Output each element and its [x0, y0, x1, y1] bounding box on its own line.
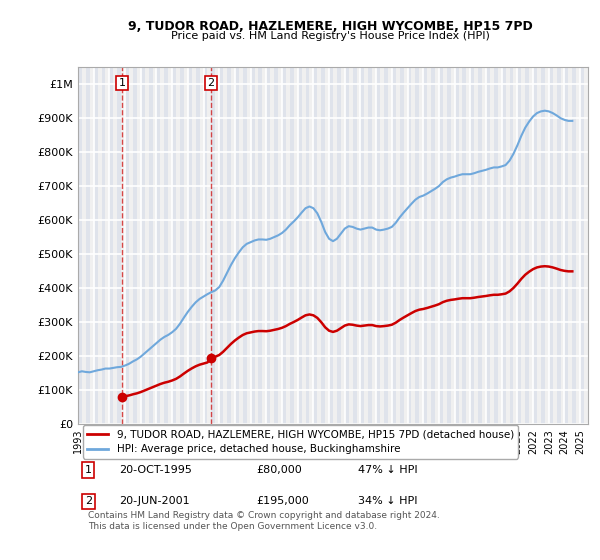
- Bar: [486, 67, 490, 424]
- Bar: [470, 67, 474, 424]
- Bar: [117, 67, 121, 424]
- Bar: [384, 67, 388, 424]
- Bar: [407, 67, 412, 424]
- Text: Contains HM Land Registry data © Crown copyright and database right 2024.
This d: Contains HM Land Registry data © Crown c…: [88, 511, 440, 531]
- Bar: [290, 67, 294, 424]
- Bar: [502, 67, 506, 424]
- Bar: [337, 67, 341, 424]
- Bar: [133, 67, 137, 424]
- Bar: [533, 67, 537, 424]
- Bar: [541, 67, 545, 424]
- Bar: [109, 67, 113, 424]
- Bar: [298, 67, 302, 424]
- Bar: [305, 67, 310, 424]
- Bar: [565, 67, 568, 424]
- Bar: [321, 67, 325, 424]
- Text: 2: 2: [85, 496, 92, 506]
- Bar: [431, 67, 435, 424]
- Bar: [251, 67, 254, 424]
- Bar: [141, 67, 145, 424]
- Bar: [423, 67, 427, 424]
- Bar: [400, 67, 404, 424]
- Text: 2: 2: [208, 78, 214, 88]
- Bar: [376, 67, 380, 424]
- Bar: [353, 67, 356, 424]
- Bar: [172, 67, 176, 424]
- Bar: [439, 67, 443, 424]
- Text: £80,000: £80,000: [257, 465, 302, 475]
- Text: Price paid vs. HM Land Registry's House Price Index (HPI): Price paid vs. HM Land Registry's House …: [170, 31, 490, 41]
- Bar: [447, 67, 451, 424]
- Text: 9, TUDOR ROAD, HAZLEMERE, HIGH WYCOMBE, HP15 7PD: 9, TUDOR ROAD, HAZLEMERE, HIGH WYCOMBE, …: [128, 20, 532, 32]
- Bar: [572, 67, 576, 424]
- Bar: [196, 67, 200, 424]
- Bar: [235, 67, 239, 424]
- Text: 20-JUN-2001: 20-JUN-2001: [119, 496, 190, 506]
- Bar: [157, 67, 160, 424]
- Bar: [329, 67, 333, 424]
- Bar: [211, 67, 215, 424]
- Text: 1: 1: [118, 78, 125, 88]
- Bar: [517, 67, 521, 424]
- Text: £195,000: £195,000: [257, 496, 309, 506]
- Bar: [392, 67, 396, 424]
- Bar: [94, 67, 98, 424]
- Bar: [219, 67, 223, 424]
- Bar: [188, 67, 192, 424]
- Bar: [415, 67, 419, 424]
- Bar: [549, 67, 553, 424]
- Bar: [125, 67, 129, 424]
- Text: 1: 1: [85, 465, 92, 475]
- Bar: [282, 67, 286, 424]
- Bar: [266, 67, 270, 424]
- Bar: [227, 67, 231, 424]
- Bar: [101, 67, 106, 424]
- Bar: [478, 67, 482, 424]
- Bar: [368, 67, 372, 424]
- Bar: [361, 67, 364, 424]
- Bar: [274, 67, 278, 424]
- Bar: [557, 67, 560, 424]
- Bar: [345, 67, 349, 424]
- Bar: [509, 67, 514, 424]
- Legend: 9, TUDOR ROAD, HAZLEMERE, HIGH WYCOMBE, HP15 7PD (detached house), HPI: Average : 9, TUDOR ROAD, HAZLEMERE, HIGH WYCOMBE, …: [83, 425, 518, 459]
- Text: 47% ↓ HPI: 47% ↓ HPI: [359, 465, 418, 475]
- Bar: [525, 67, 529, 424]
- Bar: [180, 67, 184, 424]
- Bar: [313, 67, 317, 424]
- Bar: [86, 67, 90, 424]
- Bar: [164, 67, 168, 424]
- Text: 20-OCT-1995: 20-OCT-1995: [119, 465, 191, 475]
- Bar: [203, 67, 208, 424]
- Bar: [455, 67, 458, 424]
- Bar: [580, 67, 584, 424]
- Bar: [259, 67, 262, 424]
- Bar: [463, 67, 466, 424]
- Text: 34% ↓ HPI: 34% ↓ HPI: [359, 496, 418, 506]
- Bar: [149, 67, 152, 424]
- Bar: [494, 67, 498, 424]
- Bar: [78, 67, 82, 424]
- Bar: [243, 67, 247, 424]
